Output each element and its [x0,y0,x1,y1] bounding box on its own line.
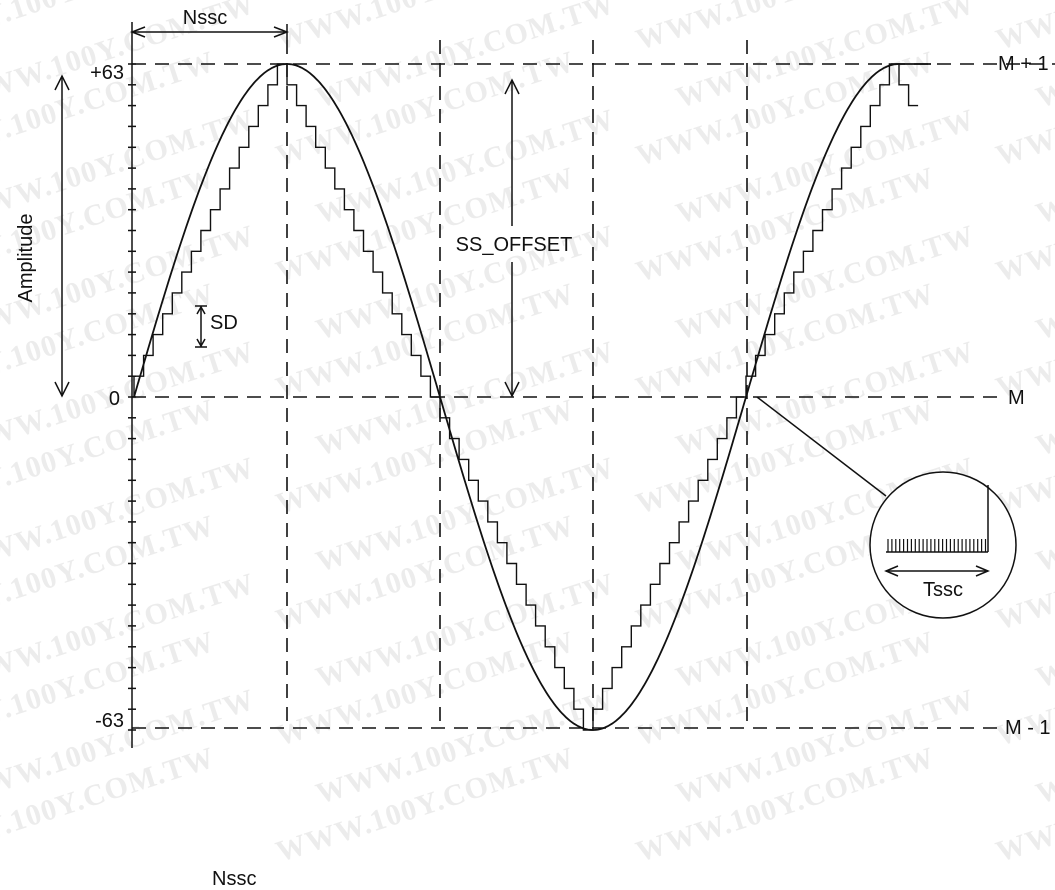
nssc-top-label: Nssc [183,7,227,29]
sine-waveform [133,63,931,731]
zoom-ticks [887,539,987,552]
amplitude-arrow [54,74,70,398]
nssc-bracket [129,24,290,40]
watermark-text: WWW.100Y.COM.TW [992,0,1055,57]
sd-marker [195,305,207,348]
label-m-minus-1: M - 1 [1005,717,1051,739]
staircase-waveform [133,63,919,731]
amplitude-label: Amplitude [15,214,37,303]
tick-label-bottom: -63 [95,710,124,732]
tssc-label: Tssc [923,579,963,601]
sd-label: SD [210,312,238,334]
label-m: M [1008,387,1025,409]
nssc-bottom-label: Nssc [212,868,256,890]
label-m-plus-1: M + 1 [998,53,1049,75]
ss-offset-label: SS_OFFSET [456,234,573,256]
tick-label-zero: 0 [109,388,120,410]
ss-offset-arrow [504,78,520,398]
watermark-layer: WWW.100Y.COM.TW WWW.100Y.COM.TW WWW.100Y.C… [0,0,1055,869]
tick-label-top: +63 [90,62,124,84]
zoom-callout [756,396,1017,619]
